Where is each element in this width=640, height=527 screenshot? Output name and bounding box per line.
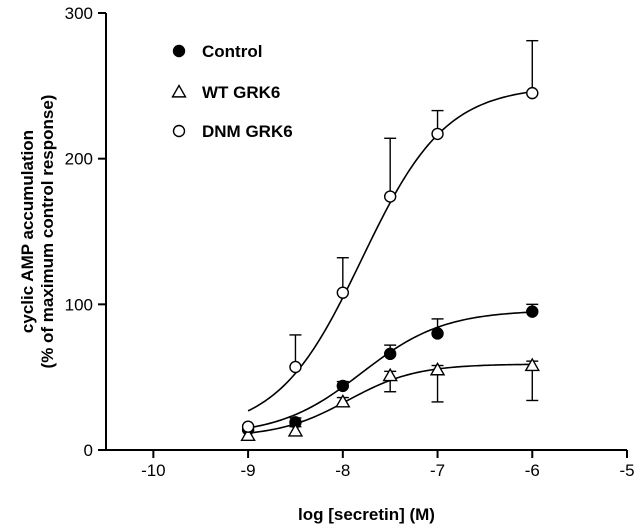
y-axis-title-line1: cyclic AMP accumulation xyxy=(18,130,37,333)
tick-marks xyxy=(98,12,628,458)
data-points xyxy=(240,86,540,442)
legend-marker-control xyxy=(172,44,186,58)
y-tick-label: 0 xyxy=(84,441,93,460)
x-tick-label: -8 xyxy=(335,461,350,480)
y-tick-label: 300 xyxy=(65,4,93,23)
data-point-dnm-grk6 xyxy=(289,360,302,374)
data-point-dnm-grk6 xyxy=(526,86,539,100)
legend-marker-dnm-grk6 xyxy=(172,124,186,138)
y-axis-title-line2: (% of maximum control response) xyxy=(38,95,57,369)
legend-item-wt-grk6: WT GRK6 xyxy=(171,83,280,102)
data-point-dnm-grk6 xyxy=(241,420,255,433)
legend-item-dnm-grk6: DNM GRK6 xyxy=(172,122,293,141)
data-point-control xyxy=(431,327,444,340)
y-tick-label: 100 xyxy=(65,295,93,314)
data-point-wt-grk6 xyxy=(240,427,256,442)
tick-labels: -10 -9 -8 -7 -6 -5 0 100 200 300 xyxy=(65,4,635,480)
data-point-wt-grk6 xyxy=(429,361,446,376)
x-tick-label: -6 xyxy=(525,461,540,480)
legend-label-wt-grk6: WT GRK6 xyxy=(202,83,280,102)
data-point-dnm-grk6 xyxy=(336,286,350,299)
legend-label-control: Control xyxy=(202,42,262,61)
data-point-wt-grk6 xyxy=(335,394,351,408)
data-point-dnm-grk6 xyxy=(431,127,444,141)
data-point-control xyxy=(526,305,539,318)
x-tick-label: -9 xyxy=(241,461,256,480)
x-tick-label: -5 xyxy=(619,461,634,480)
x-tick-label: -7 xyxy=(430,461,445,480)
data-point-control xyxy=(383,347,397,361)
legend-marker-wt-grk6 xyxy=(171,84,187,98)
x-tick-label: -10 xyxy=(141,461,166,480)
data-point-dnm-grk6 xyxy=(383,190,397,203)
data-point-wt-grk6 xyxy=(524,357,540,372)
x-axis-title: log [secretin] (M) xyxy=(298,505,435,524)
data-point-wt-grk6 xyxy=(287,423,304,437)
legend-item-control: Control xyxy=(172,42,262,61)
legend: Control WT GRK6 DNM GRK6 xyxy=(171,42,293,141)
axes xyxy=(105,13,627,451)
data-point-control xyxy=(336,379,350,393)
data-point-wt-grk6 xyxy=(382,367,398,382)
legend-label-dnm-grk6: DNM GRK6 xyxy=(202,122,293,141)
y-tick-label: 200 xyxy=(65,150,93,169)
y-axis-title: cyclic AMP accumulation (% of maximum co… xyxy=(18,95,57,369)
